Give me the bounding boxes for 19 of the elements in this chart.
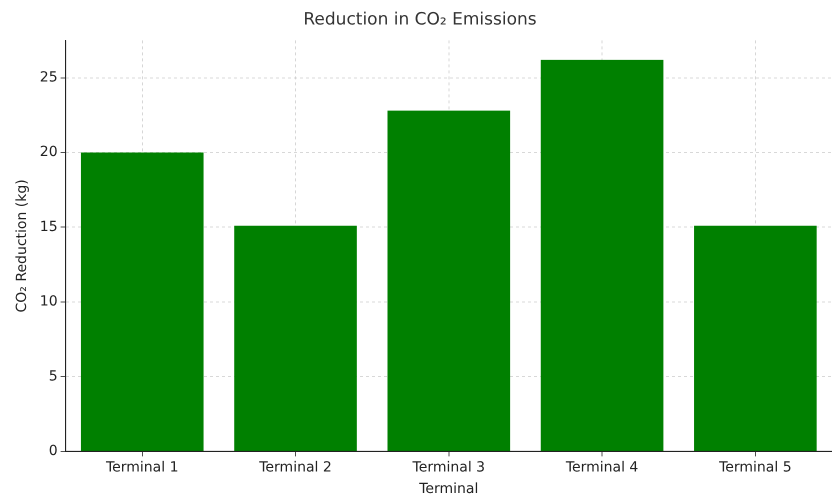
- y-tick-label: 5: [48, 368, 58, 384]
- x-axis-title: Terminal: [418, 481, 478, 498]
- x-tick-label: Terminal 5: [718, 459, 792, 476]
- y-tick-label: 15: [40, 218, 58, 235]
- y-tick-label: 10: [40, 294, 58, 310]
- y-tick-label: 0: [48, 443, 58, 460]
- y-axis-title: CO₂ Reduction (kg): [14, 179, 30, 313]
- bar: [694, 226, 817, 451]
- x-tick-label: Terminal 3: [412, 459, 486, 476]
- x-tick-label: Terminal 1: [104, 459, 179, 476]
- chart-title: Reduction in CO₂ Emissions: [303, 10, 537, 30]
- x-tick-label: Terminal 4: [564, 459, 638, 476]
- bar: [234, 226, 357, 451]
- y-tick-label: 20: [40, 144, 58, 160]
- y-tick-label: 25: [40, 69, 58, 86]
- bar: [387, 110, 510, 451]
- bar: [80, 152, 204, 451]
- bar: [540, 60, 664, 451]
- x-tick-label: Terminal 2: [258, 459, 332, 476]
